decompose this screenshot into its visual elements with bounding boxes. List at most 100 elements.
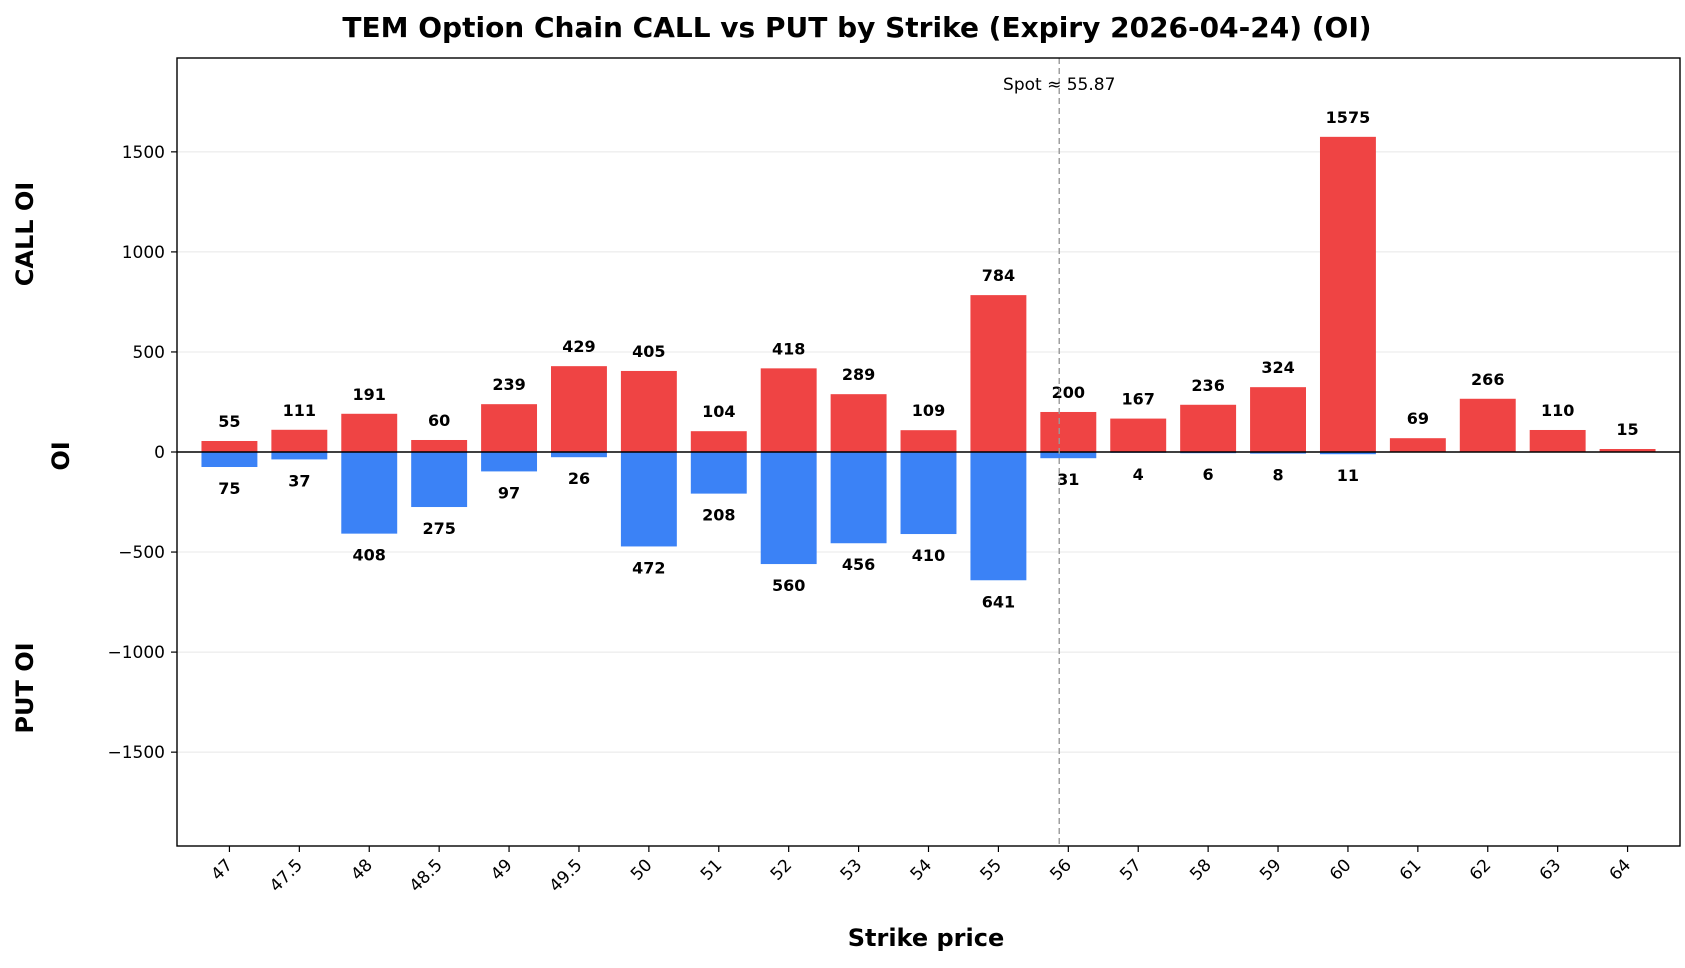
call-oi-side-label: CALL OI	[11, 182, 39, 286]
put-value-label: 37	[288, 471, 310, 490]
put-value-label: 641	[982, 592, 1015, 611]
call-bar	[1180, 404, 1237, 452]
x-tick-label: 61	[1396, 855, 1425, 884]
call-bar	[1319, 136, 1376, 452]
call-value-label: 405	[632, 342, 665, 361]
call-bar	[1110, 418, 1167, 452]
call-bar	[1459, 398, 1516, 452]
call-value-label: 110	[1541, 401, 1574, 420]
x-tick-label: 62	[1466, 855, 1495, 884]
put-value-label: 6	[1203, 465, 1214, 484]
call-bar	[411, 439, 468, 452]
y-tick-label: 1500	[122, 143, 165, 163]
call-value-label: 15	[1616, 420, 1638, 439]
x-tick-label: 49.5	[546, 855, 587, 896]
spot-label: Spot ≈ 55.87	[1003, 75, 1115, 95]
x-tick-label: 48	[347, 855, 376, 884]
x-tick-label: 47.5	[266, 855, 307, 896]
y-tick-label: 1000	[122, 243, 165, 263]
x-tick-label: 54	[907, 855, 936, 884]
x-tick-label: 53	[837, 855, 866, 884]
put-oi-side-label: PUT OI	[11, 642, 39, 733]
put-value-label: 408	[353, 546, 386, 565]
put-bar	[271, 452, 328, 460]
call-value-label: 109	[912, 401, 945, 420]
x-axis-label: Strike price	[848, 924, 1005, 952]
put-bar	[481, 452, 538, 472]
x-tick-label: 50	[627, 855, 656, 884]
x-tick-label: 51	[697, 855, 726, 884]
call-value-label: 55	[218, 412, 240, 431]
x-tick-label: 57	[1116, 855, 1145, 884]
call-value-label: 69	[1407, 409, 1429, 428]
call-bar	[1599, 448, 1656, 452]
call-value-label: 111	[283, 401, 316, 420]
call-value-label: 236	[1191, 376, 1224, 395]
put-value-label: 560	[772, 576, 805, 595]
chart-title: TEM Option Chain CALL vs PUT by Strike (…	[342, 11, 1371, 44]
x-tick-label: 58	[1186, 855, 1215, 884]
put-bar	[411, 452, 468, 508]
put-bar	[1319, 452, 1376, 455]
y-axis-label: OI	[47, 441, 75, 470]
call-value-label: 784	[982, 266, 1015, 285]
call-value-label: 1575	[1326, 108, 1371, 127]
put-bar	[830, 452, 887, 544]
x-tick-label: 59	[1256, 855, 1285, 884]
bar-labels-layer: 55 75 111 37 191 408 60 275 239 97 429 26 405 472 104 2…	[218, 108, 1638, 611]
bars-layer	[201, 136, 1656, 581]
x-tick-label: 56	[1046, 855, 1075, 884]
call-value-label: 191	[353, 385, 386, 404]
x-tick-label: 48.5	[406, 855, 447, 896]
put-value-label: 31	[1057, 470, 1079, 489]
x-tick-label: 49	[487, 855, 516, 884]
put-bar	[551, 452, 607, 458]
call-bar	[1389, 438, 1446, 452]
put-value-label: 208	[702, 506, 735, 525]
put-bar	[620, 452, 677, 547]
put-bar	[1040, 452, 1097, 459]
plot-frame	[176, 57, 1681, 847]
x-tick-label: 63	[1536, 855, 1565, 884]
y-tick-label: −1000	[107, 643, 165, 663]
x-tick-label: 64	[1606, 855, 1635, 884]
x-tick-label: 60	[1326, 855, 1355, 884]
call-bar	[1250, 387, 1306, 452]
put-bar	[201, 452, 258, 468]
call-value-label: 418	[772, 339, 805, 358]
call-value-label: 324	[1261, 358, 1294, 377]
put-value-label: 456	[842, 555, 875, 574]
put-bar	[760, 452, 817, 565]
put-bar	[900, 452, 957, 535]
call-bar	[690, 431, 747, 452]
x-tick-label: 55	[976, 855, 1005, 884]
put-value-label: 75	[218, 479, 240, 498]
y-tick-label: 500	[133, 343, 165, 363]
call-bar	[1529, 429, 1586, 452]
call-bar	[271, 429, 328, 452]
put-bar	[1250, 452, 1306, 454]
call-bar	[201, 440, 258, 452]
put-bar	[341, 452, 398, 534]
put-value-label: 275	[422, 519, 455, 538]
call-bar	[481, 404, 538, 452]
call-value-label: 239	[492, 375, 525, 394]
put-value-label: 472	[632, 558, 665, 577]
call-bar	[900, 430, 957, 452]
put-value-label: 26	[568, 469, 590, 488]
put-value-label: 4	[1133, 465, 1144, 484]
call-bar	[551, 366, 607, 452]
call-bar	[760, 368, 817, 452]
x-tick-label: 52	[767, 855, 796, 884]
put-value-label: 8	[1272, 466, 1283, 485]
put-bar	[970, 452, 1027, 581]
put-bar	[690, 452, 747, 494]
call-value-label: 429	[562, 337, 595, 356]
y-tick-label: −500	[118, 543, 165, 563]
call-value-label: 266	[1471, 370, 1504, 389]
put-value-label: 97	[498, 483, 520, 502]
call-bar	[620, 370, 677, 452]
call-value-label: 60	[428, 411, 450, 430]
